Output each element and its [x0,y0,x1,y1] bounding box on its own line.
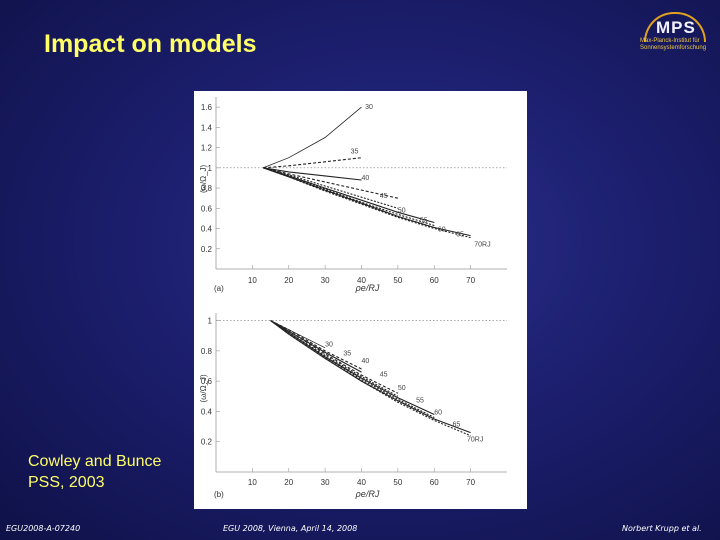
panel-1-label: (b) [214,490,224,499]
panel-1-x-tick-label: 40 [357,478,366,487]
panel-1-series-line [270,320,435,418]
panel-1-x-tick-label: 20 [284,478,293,487]
panel-0-series-line [263,167,399,209]
caption-line2: PSS, 2003 [28,474,105,491]
panel-1-y-axis-label: (ω/Ω_J) [199,374,208,403]
panel-0-x-tick-label: 50 [393,276,402,285]
footer-abstract-id: EGU2008-A-07240 [6,524,81,533]
panel-0-y-axis-label: (ω/Ω_J) [199,164,208,193]
panel-0-x-tick-label: 60 [430,276,439,285]
logo-name: MPS [656,18,696,37]
panel-0-x-tick-label: 40 [357,276,366,285]
panel-1-y-tick-label: 0.6 [201,377,213,386]
panel-0-series-line [263,167,471,237]
panel-0-curve-label: 55 [420,217,428,224]
panel-1-curve-label: 50 [398,385,406,392]
panel-1-curve-label: 40 [362,358,370,365]
logo-subtitle-line2: Sonnensystemforschung [640,45,707,51]
citation-caption: Cowley and Bunce PSS, 2003 [28,451,161,493]
panel-0-x-axis-label: ρe/RJ [355,283,380,293]
mps-logo: MPS Max-Planck-Institut für Sonnensystem… [636,12,716,54]
panel-0-x-tick-label: 30 [321,276,330,285]
panel-0-y-tick-label: 1 [208,164,213,173]
panel-1-series-line [270,320,362,370]
panel-0-curve-label: 50 [398,207,406,214]
panel-1-y-tick-label: 0.4 [201,407,213,416]
panel-1-curve-label: 45 [380,372,388,379]
panel-0-series-line [263,167,435,227]
figure-panel: 0.2 0.4 0.6 0.8 1 1.2 1.4 1.6 10 20 30 40 50 60 70 ρe/R… [194,91,527,509]
panel-0-y-tick-label: 0.2 [201,245,213,254]
panel-0-curve-label: 30 [365,104,373,111]
panel-1-x-tick-label: 10 [248,478,257,487]
panel-1-x-axis-label: ρe/RJ [355,489,380,499]
panel-1-y-tick-label: 1 [208,317,213,326]
figure-svg: 0.2 0.4 0.6 0.8 1 1.2 1.4 1.6 10 20 30 40 50 60 70 ρe/R… [199,97,507,499]
panel-0-x-tick-label: 10 [248,276,257,285]
panel-0-y-tick-label: 1.2 [201,144,213,153]
panel-0-curve-label: 60 [438,227,446,234]
panel-1-series-line [270,320,471,437]
panel-0-x-tick-label: 70 [466,276,475,285]
panel-1-curve-label: 70RJ [467,437,483,444]
panel-1-curve-label: 60 [434,409,442,416]
panel-0-curve-label: 35 [351,149,359,156]
panel-0-y-tick-label: 1.4 [201,123,213,132]
panel-0-series-line [263,167,399,199]
panel-1-x-tick-label: 60 [430,478,439,487]
panel-0-x-tick-label: 20 [284,276,293,285]
panel-1-curve-label: 65 [452,422,460,429]
panel-0-curve-label: 45 [380,193,388,200]
panel-1-x-tick-label: 30 [321,478,330,487]
panel-1-x-tick-label: 50 [393,478,402,487]
panel-1-curve-label: 35 [343,350,351,357]
panel-0-y-tick-label: 0.4 [201,225,213,234]
panel-0-series-line [263,157,362,169]
panel-0-curve-label: 40 [362,175,370,182]
panel-1-x-tick-label: 70 [466,478,475,487]
panel-1-curve-label: 30 [325,341,333,348]
panel-0-series-line [263,167,362,181]
footer-conference: EGU 2008, Vienna, April 14, 2008 [223,524,358,533]
caption-line1: Cowley and Bunce [28,453,162,470]
panel-0-series-line [263,167,435,224]
panel-0-curve-label: 65 [456,232,464,239]
panel-0-series-line [263,106,362,169]
panel-0-label: (a) [214,284,224,293]
panel-1-y-tick-label: 0.2 [201,438,213,447]
panel-1-series-line [270,320,326,349]
panel-0-y-tick-label: 1.6 [201,103,213,112]
footer-authors: Norbert Krupp et al. [622,524,702,533]
logo-subtitle: Max-Planck-Institut für Sonnensystemfors… [640,38,718,52]
panel-1-y-tick-label: 0.8 [201,347,213,356]
logo-subtitle-line1: Max-Planck-Institut für [640,38,700,44]
panel-0-y-tick-label: 0.6 [201,204,213,213]
panel-0-curve-label: 70RJ [474,242,490,249]
panel-1-curve-label: 55 [416,397,424,404]
slide-title: Impact on models [44,30,257,58]
panel-0-y-tick-label: 0.8 [201,184,213,193]
